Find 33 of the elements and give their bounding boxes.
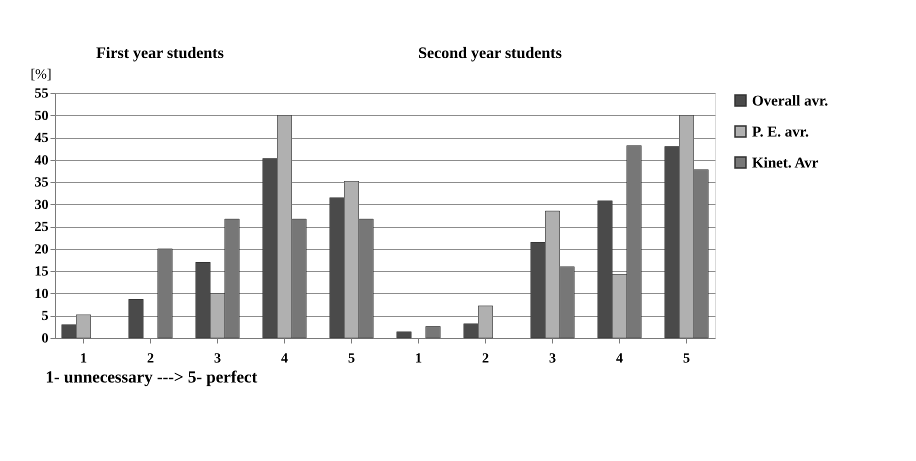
y-tick-label: 40	[34, 153, 48, 168]
x-tick-label: 4	[616, 352, 624, 366]
y-tick-label: 30	[34, 198, 48, 213]
y-tick-label: 5	[42, 309, 48, 324]
y-tick-label: 10	[34, 286, 48, 302]
y-tick-label: 20	[34, 242, 48, 258]
x-tick-label: 5	[348, 352, 355, 366]
x-axis-title: 1- unnecessary ---> 5- perfect	[46, 368, 258, 386]
y-tick-label: 50	[34, 108, 48, 124]
text: Second year students	[418, 45, 562, 62]
y-tick-label: 45	[34, 131, 48, 146]
bar	[157, 248, 173, 338]
x-tick-label: 1	[80, 352, 87, 366]
legend-label: Overall avr.	[752, 94, 828, 110]
text: First year students	[96, 45, 224, 62]
legend-label: Kinet. Avr	[752, 156, 819, 172]
y-tick-label: 0	[42, 332, 48, 346]
y-tick-label: 55	[34, 86, 48, 102]
y-tick-label: 15	[34, 264, 48, 280]
x-tick-label: 2	[482, 352, 490, 366]
y-tick-label: 35	[34, 176, 48, 191]
bar	[426, 326, 441, 338]
x-tick-label: 1	[415, 352, 422, 366]
legend-label: P. E. avr.	[752, 124, 810, 140]
y-axis-title: [%]	[30, 68, 52, 82]
x-tick-label: 3	[549, 352, 556, 366]
y-tick-label: 25	[34, 220, 48, 236]
bar	[396, 332, 412, 338]
x-tick-label: 2	[146, 352, 154, 366]
x-tick-label: 5	[683, 352, 690, 366]
bar	[128, 298, 144, 338]
x-tick-label: 4	[280, 352, 288, 366]
x-tick-label: 3	[214, 352, 221, 366]
